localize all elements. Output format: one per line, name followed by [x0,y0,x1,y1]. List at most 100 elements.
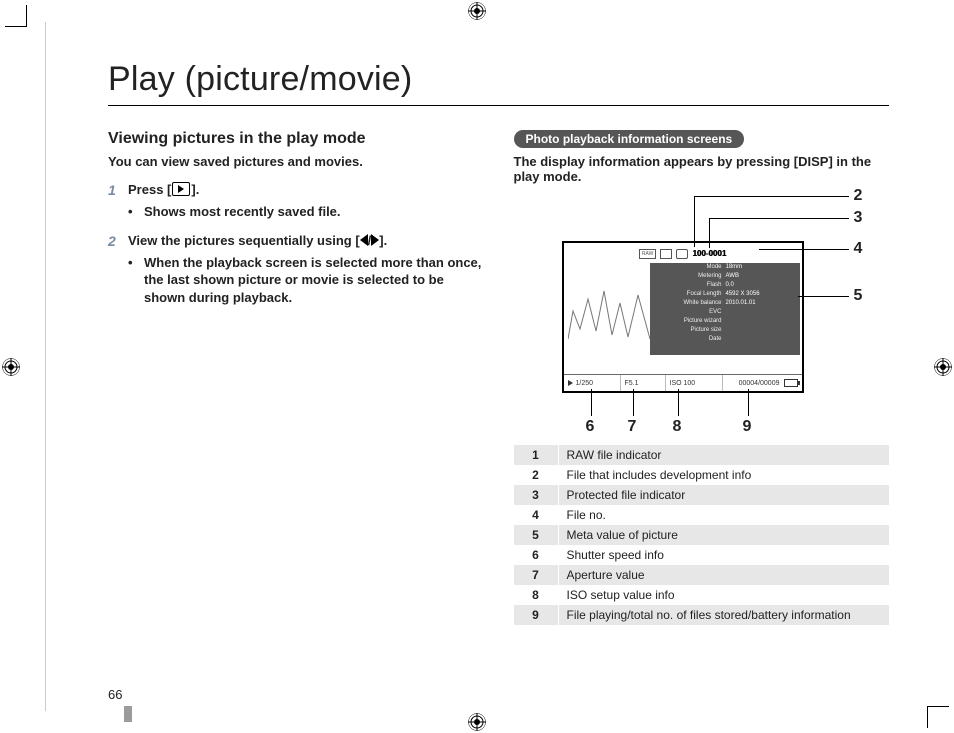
callout-number: 4 [854,240,863,258]
step-text: ]. [379,233,387,248]
leader-line [798,296,849,297]
histogram-icon [568,281,650,339]
registration-mark [2,358,20,376]
callout-number: 3 [854,209,863,227]
step-bullet: When the playback screen is selected mor… [128,254,484,307]
meta-label: Picture size [652,326,722,335]
table-cell-desc: Meta value of picture [558,525,889,545]
content-area: Play (picture/movie) Viewing pictures in… [108,60,889,698]
step-text: View the pictures sequentially using [ [128,233,360,248]
step-2: View the pictures sequentially using [/]… [108,232,484,306]
protect-icon [676,249,688,259]
playback-screen-diagram: RAW 100-0001 ModeMeteringFlashFocal Leng… [514,196,894,441]
play-indicator-icon [568,380,573,386]
table-cell-desc: Protected file indicator [558,485,889,505]
leader-line [748,389,749,416]
registration-mark [468,2,486,20]
table-row: 5Meta value of picture [514,525,890,545]
registration-mark [934,358,952,376]
subsection-intro: The display information appears by press… [514,154,890,184]
table-cell-num: 2 [514,465,559,485]
callout-number: 8 [673,418,682,436]
table-cell-num: 1 [514,445,559,465]
callout-info-table: 1RAW file indicator2File that includes d… [514,445,890,625]
table-cell-num: 8 [514,585,559,605]
table-cell-desc: File that includes development info [558,465,889,485]
table-cell-desc: File no. [558,505,889,525]
table-cell-num: 4 [514,505,559,525]
table-cell-num: 3 [514,485,559,505]
shutter-speed: 1/250 [576,380,594,387]
crop-mark [5,5,27,27]
trim-line [45,22,46,711]
crop-mark [927,706,949,728]
page-number: 66 [108,687,122,702]
meta-label: Focal Length [652,290,722,299]
table-cell-desc: Shutter speed info [558,545,889,565]
meta-value: 2010.01.01 [726,299,796,308]
right-column: Photo playback information screens The d… [514,130,890,625]
left-column: Viewing pictures in the play mode You ca… [108,130,484,625]
meta-label: Metering [652,272,722,281]
callout-number: 9 [743,418,752,436]
meta-values: 18mmAWB0.04592 X 30562010.01.01 [726,263,796,308]
table-row: 9File playing/total no. of files stored/… [514,605,890,625]
meta-label: White balance [652,299,722,308]
leader-line [709,218,849,219]
meta-label: EVC [652,308,722,317]
table-cell-num: 7 [514,565,559,585]
leader-line [759,249,849,250]
step-1: Press []. Shows most recently saved file… [108,181,484,220]
table-cell-desc: ISO setup value info [558,585,889,605]
dev-info-icon [660,249,672,259]
section-heading: Viewing pictures in the play mode [108,130,484,148]
callout-number: 2 [854,187,863,205]
meta-label: Picture wizard [652,317,722,326]
callout-number: 7 [628,418,637,436]
step-text: ]. [191,182,199,197]
table-cell-desc: RAW file indicator [558,445,889,465]
registration-mark [468,713,486,731]
meta-labels: ModeMeteringFlashFocal LengthWhite balan… [652,263,722,344]
table-row: 4File no. [514,505,890,525]
leader-line [694,196,695,247]
aperture-value: F5.1 [621,375,666,391]
meta-value: 0.0 [726,281,796,290]
page-number-tab [124,706,132,722]
camera-screen: RAW 100-0001 ModeMeteringFlashFocal Leng… [562,241,804,393]
meta-label: Flash [652,281,722,290]
raw-badge-icon: RAW [639,249,656,259]
meta-label: Date [652,335,722,344]
left-arrow-icon [360,234,368,246]
iso-value: ISO 100 [666,375,723,391]
table-cell-num: 9 [514,605,559,625]
table-row: 7Aperture value [514,565,890,585]
meta-label: Mode [652,263,722,272]
table-row: 2File that includes development info [514,465,890,485]
page-title: Play (picture/movie) [108,60,889,99]
leader-line [709,218,710,248]
step-text: Press [ [128,182,171,197]
table-cell-num: 5 [514,525,559,545]
meta-value: 18mm [726,263,796,272]
meta-value: AWB [726,272,796,281]
section-intro: You can view saved pictures and movies. [108,154,484,169]
file-number: 100-0001 [692,249,726,258]
callout-number: 5 [854,287,863,305]
table-cell-desc: Aperture value [558,565,889,585]
leader-line [633,389,634,416]
screen-bottom-bar: 1/250 F5.1 ISO 100 00004/00009 [564,374,802,391]
table-cell-num: 6 [514,545,559,565]
leader-line [694,196,849,197]
battery-icon [784,379,798,387]
step-bullet: Shows most recently saved file. [128,203,484,221]
subsection-pill: Photo playback information screens [514,130,745,148]
leader-line [591,389,592,416]
title-rule [108,105,889,106]
table-row: 3Protected file indicator [514,485,890,505]
table-row: 6Shutter speed info [514,545,890,565]
manual-page: Play (picture/movie) Viewing pictures in… [0,0,954,733]
table-row: 1RAW file indicator [514,445,890,465]
callout-number: 6 [586,418,595,436]
file-count: 00004/00009 [739,380,780,387]
